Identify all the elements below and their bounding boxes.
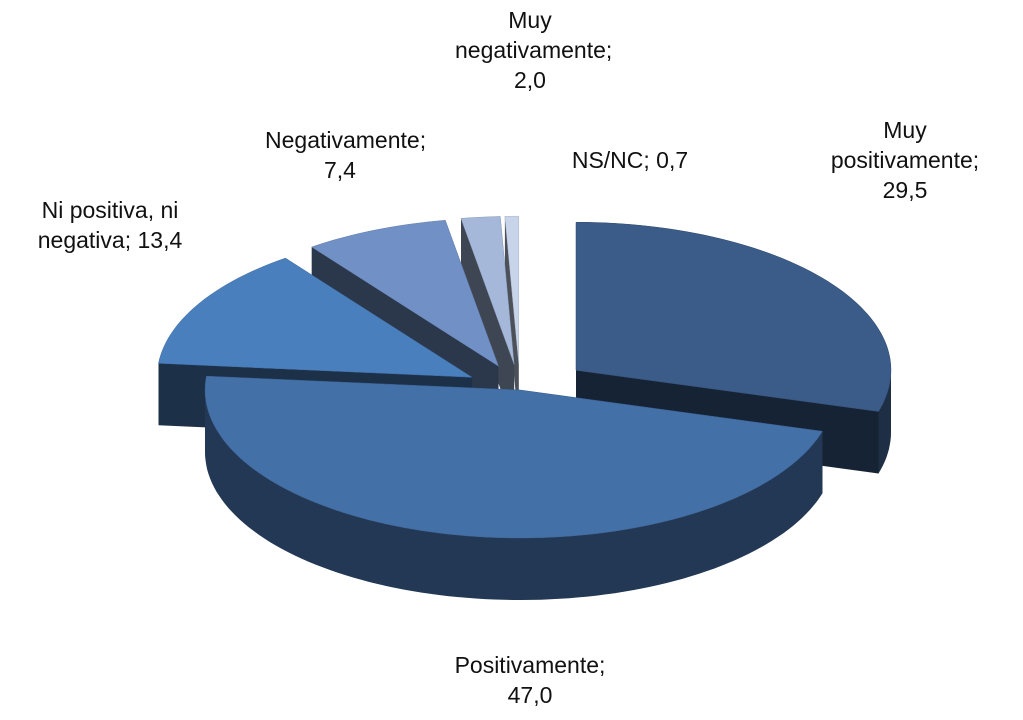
slice bbox=[504, 215, 520, 427]
category-label: Muy positivamente bbox=[830, 117, 973, 173]
slice-top bbox=[158, 257, 474, 378]
slice-wall bbox=[205, 390, 823, 600]
data-label: Muy negativamente2,0 bbox=[455, 5, 612, 95]
data-label: Muy positivamente29,5 bbox=[813, 115, 998, 205]
slice bbox=[460, 216, 515, 427]
category-label: Ni positiva, ni negativa bbox=[37, 197, 179, 253]
data-label: Positivamente47,0 bbox=[440, 650, 620, 710]
category-label: Negativamente bbox=[265, 127, 420, 153]
slice-top bbox=[460, 216, 515, 365]
category-label: Muy negativamente bbox=[455, 7, 606, 63]
category-label: NS/NC bbox=[571, 147, 644, 173]
data-label: Negativamente7,4 bbox=[265, 125, 426, 185]
data-label: NS/NC0,7 bbox=[520, 145, 740, 175]
slice-top bbox=[504, 215, 520, 365]
slice bbox=[204, 375, 823, 600]
slice-side bbox=[461, 218, 515, 427]
slice-top bbox=[204, 375, 823, 539]
category-label: Positivamente bbox=[454, 652, 600, 678]
value-label: 13,4 bbox=[125, 227, 183, 253]
slice-side bbox=[504, 216, 519, 427]
slice-top bbox=[311, 220, 499, 367]
slice-top bbox=[575, 222, 892, 412]
data-label: Ni positiva, ni negativa13,4 bbox=[5, 195, 215, 255]
value-label: 0,7 bbox=[643, 147, 688, 173]
